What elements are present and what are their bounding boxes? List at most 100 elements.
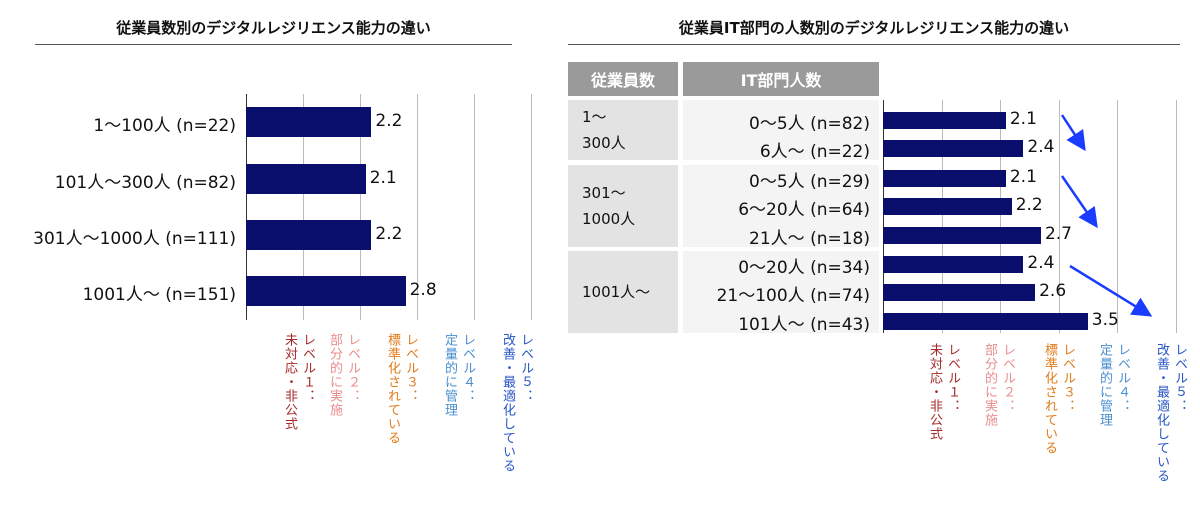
level-label: レベル１： 未対応・非公式 [925,343,961,441]
bar [883,169,1006,187]
level-description: 定量的に管理 [1097,343,1112,427]
value-label: 2.8 [409,280,437,300]
gridline [1058,100,1060,333]
category-label: 0～20人 (n=34) [738,258,870,278]
value-label: 2.1 [1009,109,1037,129]
category-label: 301人～1000人 (n=111) [33,229,236,249]
level-label: レベル１： 未対応・非公式 [280,333,316,431]
bar [883,226,1041,244]
arrow-icon [1060,114,1086,152]
bar [246,107,372,137]
bar [883,255,1024,273]
level-name: レベル３： [1060,343,1075,413]
left-title-rule [35,44,512,45]
level-name: レベル２： [345,333,360,403]
category-label: 101人～300人 (n=82) [54,173,236,193]
level-label: レベル４： 定量的に管理 [1095,343,1131,427]
category-label: 6～20人 (n=64) [738,200,870,220]
level-description: 定量的に管理 [442,333,457,417]
level-label: レベル５： 改善・最適化している [498,333,534,473]
level-name: レベル１： [300,333,315,403]
subgroup-cell [683,165,879,247]
right-chart-title: 従業員IT部門の人数別のデジタルレジリエンス能力の違い [678,19,1070,37]
bar [883,283,1036,301]
level-description: 改善・最適化している [1154,343,1169,483]
subgroup-cell [683,100,879,160]
arrow-icon [1060,175,1098,229]
level-name: レベル２： [1000,343,1015,413]
level-description: 改善・最適化している [500,333,515,473]
category-label: 1～100人 (n=22) [93,116,236,136]
right-title-rule [568,44,1180,45]
bar [883,197,1012,215]
value-label: 2.6 [1039,281,1067,301]
bar [883,111,1006,129]
value-label: 3.5 [1091,310,1119,330]
group-label: 1000人 [582,210,636,228]
group-label: 1001人～ [582,283,651,301]
level-name: レベル５： [1172,343,1187,413]
group-1: 1～ 300人 [568,100,678,160]
subgroup-cell [683,251,879,333]
group-label: 301～ [582,184,626,202]
gridline [1117,100,1118,333]
level-name: レベル４： [1115,343,1130,413]
level-description: 未対応・非公式 [282,333,297,431]
value-label: 2.2 [1015,195,1043,215]
arrow-icon [1069,264,1153,317]
value-label: 2.1 [1009,167,1037,187]
category-label: 101人～ (n=43) [738,315,870,335]
left-chart-title: 従業員数別のデジタルレジリエンス能力の違い [116,19,431,37]
category-label: 21人～ (n=18) [749,229,870,249]
category-label: 0～5人 (n=29) [749,172,870,192]
level-label: レベル３： 標準化されている [1040,343,1076,455]
bar [883,139,1024,157]
y-axis [246,94,247,320]
value-label: 2.7 [1044,224,1072,244]
gridline [417,94,418,320]
bar [246,164,366,194]
level-description: 部分的に実施 [327,333,342,417]
value-label: 2.1 [369,168,397,188]
level-label: レベル４： 定量的に管理 [440,333,476,417]
value-label: 2.2 [375,224,403,244]
value-label: 2.2 [375,111,403,131]
group-label: 300人 [582,134,626,152]
category-label: 21～100人 (n=74) [716,286,870,306]
category-label: 1001人～ (n=151) [82,285,236,305]
header-it-staff: IT部門人数 [683,62,879,96]
category-label: 0～5人 (n=82) [749,114,870,134]
gridline [360,94,361,320]
value-label: 2.4 [1027,253,1055,273]
gridline [1000,100,1001,333]
group-2: 301～ 1000人 [568,165,678,247]
level-description: 標準化されている [385,333,400,445]
level-name: レベル１： [945,343,960,413]
value-label: 2.4 [1027,137,1055,157]
level-label: レベル２： 部分的に実施 [980,343,1016,427]
level-description: 未対応・非公式 [927,343,942,441]
category-label: 6人～ (n=22) [759,142,870,162]
bar [883,312,1088,330]
level-name: レベル４： [460,333,475,403]
level-name: レベル３： [403,333,418,403]
y-axis [883,100,884,333]
gridline [474,94,475,320]
bar [246,276,406,306]
level-label: レベル５： 改善・最適化している [1152,343,1188,483]
level-description: 部分的に実施 [982,343,997,427]
level-name: レベル５： [518,333,533,403]
group-label: 1～ [582,108,607,126]
level-label: レベル２： 部分的に実施 [325,333,361,417]
level-label: レベル３： 標準化されている [383,333,419,445]
group-3: 1001人～ [568,251,678,333]
level-description: 標準化されている [1042,343,1057,455]
gridline [531,94,532,320]
gridline [303,94,304,320]
gridline [1175,100,1177,333]
gridline [941,100,943,333]
header-employees: 従業員数 [568,62,678,96]
bar [246,220,372,250]
